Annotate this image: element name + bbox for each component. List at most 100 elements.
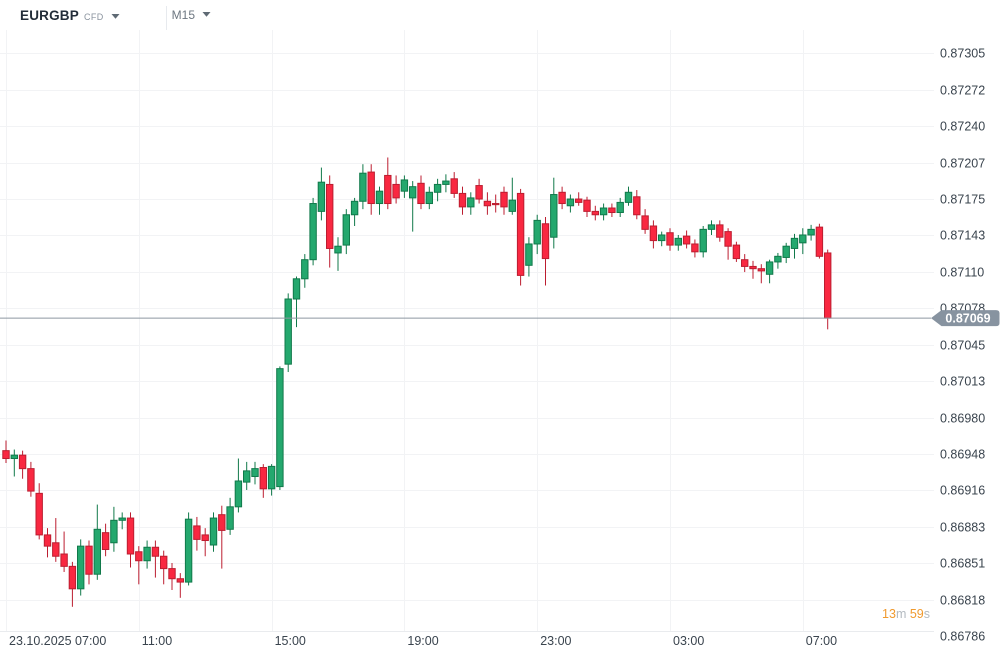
candle-body: [409, 186, 417, 199]
candle-body: [234, 480, 243, 508]
price-tick-label: 0.86980: [940, 412, 985, 426]
candle-body: [18, 454, 27, 470]
candle-body: [815, 226, 824, 257]
candle-body: [68, 565, 77, 590]
candle-body: [10, 454, 19, 460]
grid: [0, 30, 934, 632]
candle-body: [101, 532, 110, 551]
candle-body: [367, 171, 375, 205]
chart-header: EURGBP CFD M15: [0, 0, 215, 30]
candle-body: [184, 518, 193, 583]
candle-body: [342, 214, 351, 246]
candle-body: [732, 244, 741, 260]
candlesticks: [2, 157, 832, 607]
candle-body: [43, 534, 52, 547]
candle-body: [151, 546, 160, 557]
candle-body: [583, 199, 591, 212]
candle-body: [301, 259, 309, 280]
candle-body: [699, 228, 707, 253]
candle-body: [375, 190, 384, 205]
time-tick-label: 19:00: [407, 634, 438, 648]
instrument-type-label: CFD: [83, 11, 104, 22]
timeframe-selector[interactable]: M15: [167, 2, 215, 28]
candle-body: [541, 223, 550, 260]
price-tick-label: 0.87175: [940, 193, 985, 207]
price-axis[interactable]: [934, 0, 1002, 630]
time-axis[interactable]: [0, 631, 930, 659]
candle-body: [765, 261, 774, 275]
candle-body: [417, 182, 425, 205]
candle-body: [143, 546, 151, 562]
candle-body: [649, 225, 658, 242]
current-price-line: 0.87069: [0, 310, 1000, 327]
candle-body: [749, 265, 757, 270]
time-tick-label: 23:00: [540, 634, 571, 648]
candle-body: [799, 234, 807, 244]
current-price-badge-label: 0.87069: [945, 312, 990, 326]
candle-body: [716, 224, 724, 238]
candle-body: [442, 180, 450, 185]
axis-labels: 0.87305 0.87272 0.87240 0.87207 0.87175 0.871…: [9, 47, 985, 649]
candle-body: [707, 224, 716, 230]
candle-body: [591, 210, 599, 216]
price-tick-label: 0.86948: [940, 448, 985, 462]
candle-body: [209, 517, 218, 546]
symbol-label: EURGBP: [20, 7, 79, 23]
time-tick-label: 23.10.2025 07:00: [9, 634, 106, 648]
candle-body: [724, 231, 732, 247]
candle-body: [550, 194, 558, 238]
price-tick-label: 0.86786: [940, 630, 985, 644]
candle-body: [508, 199, 517, 212]
candle-body: [475, 185, 483, 200]
candle-body: [135, 551, 143, 562]
candle-body: [425, 191, 434, 205]
candle-body: [824, 252, 832, 319]
candle-body: [641, 215, 649, 230]
candle-body: [27, 468, 35, 492]
candle-body: [682, 235, 691, 245]
candle-body: [533, 219, 541, 245]
candle-body: [392, 183, 400, 199]
candle-body: [292, 278, 301, 300]
symbol-selector[interactable]: EURGBP CFD: [0, 2, 120, 29]
candle-body: [458, 192, 467, 208]
candle-body: [616, 201, 624, 214]
candle-body: [2, 450, 10, 460]
price-tick-label: 0.86851: [940, 556, 985, 570]
candle-body: [259, 467, 268, 490]
candle-body: [118, 517, 126, 521]
candle-body: [60, 553, 68, 567]
candle-body: [77, 545, 85, 590]
price-tick-label: 0.87272: [940, 84, 985, 98]
chevron-down-icon: [111, 13, 120, 19]
candle-body: [276, 368, 284, 488]
candle-body: [326, 183, 334, 249]
candle-body: [575, 198, 583, 203]
candle-body: [400, 179, 409, 192]
candle-body: [450, 178, 458, 194]
candle-body: [433, 183, 442, 193]
candle-body: [741, 259, 749, 267]
price-tick-label: 0.87045: [940, 339, 985, 353]
candle-body: [85, 545, 93, 575]
candle-body: [774, 255, 782, 263]
candle-body: [691, 243, 699, 253]
candle-body: [35, 492, 43, 536]
candle-body: [608, 207, 616, 214]
candle-body: [599, 207, 608, 216]
price-tick-label: 0.87305: [940, 47, 985, 61]
countdown-minutes-unit: m: [895, 607, 907, 621]
time-tick-label: 11:00: [142, 634, 172, 648]
candle-body: [218, 514, 226, 531]
candle-body: [384, 174, 392, 205]
candle-body: [110, 519, 118, 544]
candle-body: [243, 470, 251, 483]
candle-body: [674, 237, 682, 246]
candle-body: [492, 203, 500, 206]
candle-body: [201, 534, 209, 542]
candle-body: [284, 298, 292, 365]
candle-body: [566, 198, 575, 207]
candle-body: [350, 200, 359, 216]
